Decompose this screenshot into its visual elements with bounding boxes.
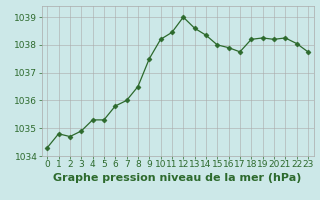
X-axis label: Graphe pression niveau de la mer (hPa): Graphe pression niveau de la mer (hPa) xyxy=(53,173,302,183)
